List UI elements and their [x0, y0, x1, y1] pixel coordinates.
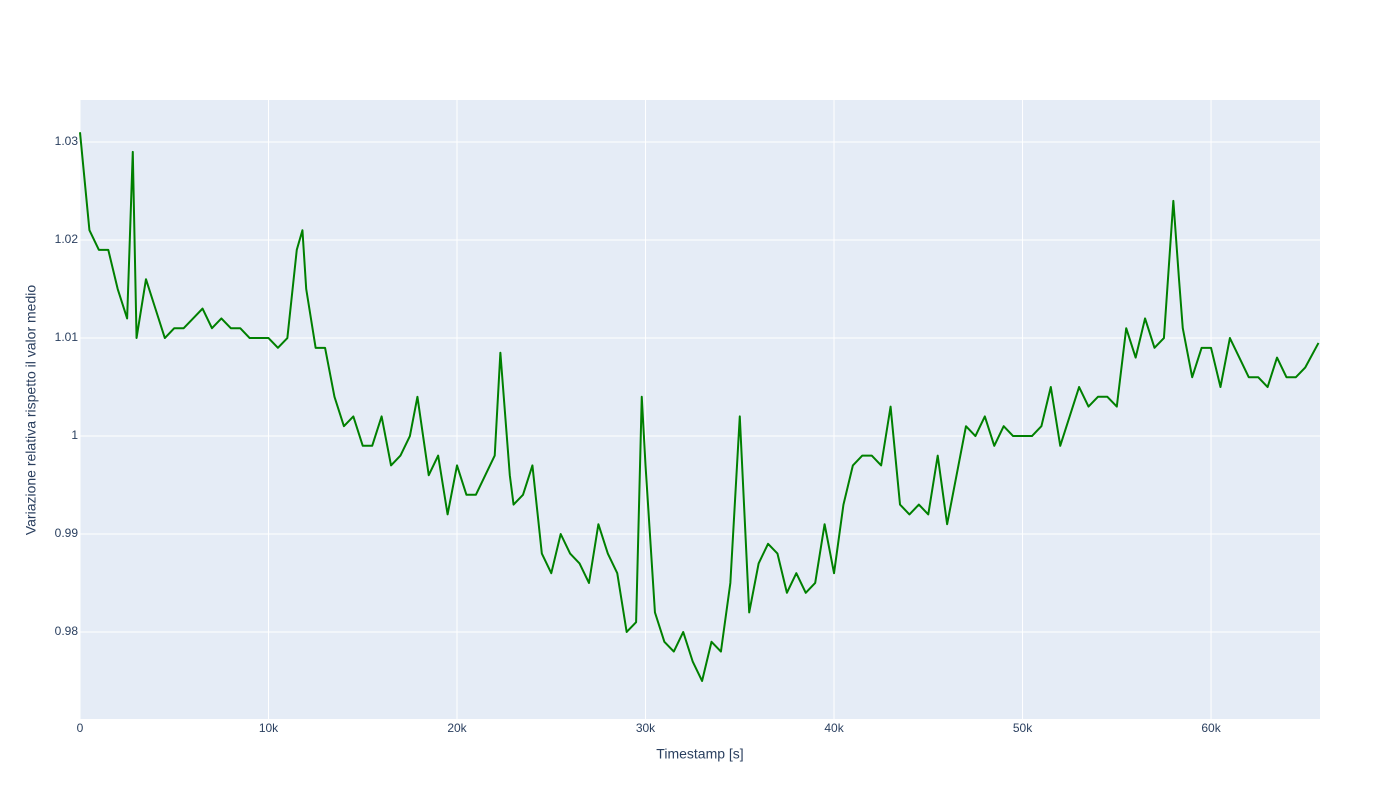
y-tick-label: 0.99	[55, 526, 79, 540]
y-tick-label: 1	[71, 428, 78, 442]
x-tick-label: 60k	[1201, 721, 1221, 735]
y-tick-label: 1.02	[55, 232, 79, 246]
line	[79, 132, 1320, 682]
plot-area	[80, 100, 1320, 719]
x-axis-title: Timestamp [s]	[656, 746, 743, 762]
x-tick-label: 0	[77, 721, 84, 735]
y-tick-label: 1.01	[55, 330, 79, 344]
x-tick-label: 50k	[1013, 721, 1033, 735]
x-tick-label: 30k	[636, 721, 656, 735]
x-tick-label: 40k	[824, 721, 844, 735]
x-tick-label: 10k	[259, 721, 279, 735]
y-tick-label: 0.98	[55, 624, 79, 638]
y-tick-label: 1.03	[55, 134, 79, 148]
y-axis-title: Variazione relativa rispetto il valor me…	[23, 285, 39, 536]
x-tick-label: 20k	[447, 721, 467, 735]
